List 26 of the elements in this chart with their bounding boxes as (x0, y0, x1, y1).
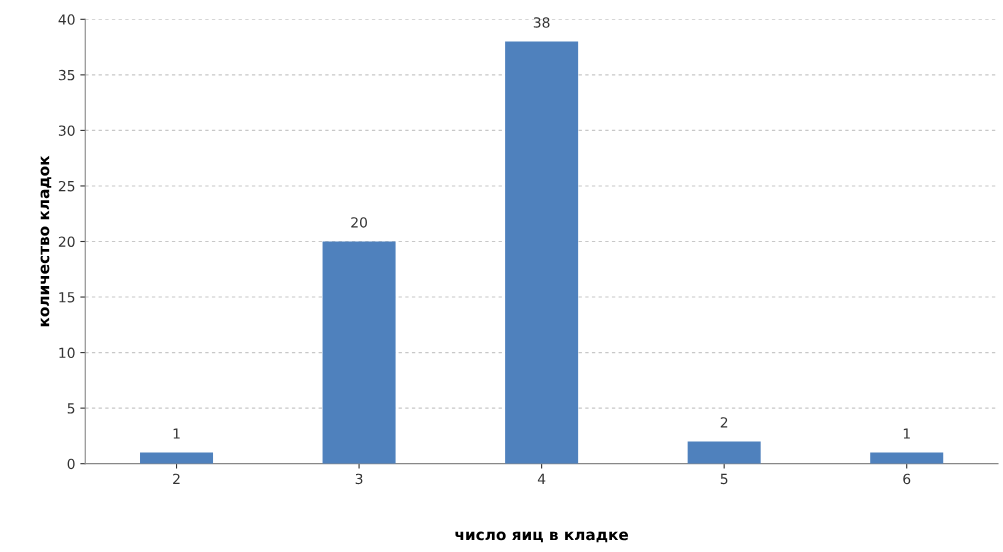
y-tick-label: 20 (58, 236, 75, 247)
y-tick-label: 10 (59, 347, 75, 359)
bar (322, 241, 396, 464)
data-label: 1 (903, 428, 910, 439)
y-tick-label: 35 (58, 69, 75, 81)
y-tick-label: 15 (59, 292, 75, 303)
bar (870, 452, 944, 464)
bar (140, 452, 214, 464)
data-label: 20 (351, 217, 367, 228)
x-axis-title: число яиц в кладке (455, 531, 629, 543)
data-label: 38 (533, 17, 550, 28)
x-tick-label: 5 (720, 473, 728, 485)
x-tick-label: 4 (537, 473, 546, 484)
y-tick-label: 0 (67, 458, 75, 470)
x-tick-label: 6 (903, 473, 911, 485)
y-tick-label: 25 (58, 180, 75, 192)
y-tick-label: 30 (58, 125, 75, 136)
data-label: 1 (173, 428, 180, 439)
y-tick-label: 5 (67, 403, 75, 414)
bar (687, 441, 761, 464)
data-label: 2 (720, 417, 728, 428)
x-tick-label: 2 (173, 473, 180, 484)
bar (505, 41, 579, 464)
x-tick-label: 3 (355, 473, 363, 485)
y-axis-title: количество кладок (40, 155, 52, 327)
y-tick-label: 40 (58, 14, 75, 25)
